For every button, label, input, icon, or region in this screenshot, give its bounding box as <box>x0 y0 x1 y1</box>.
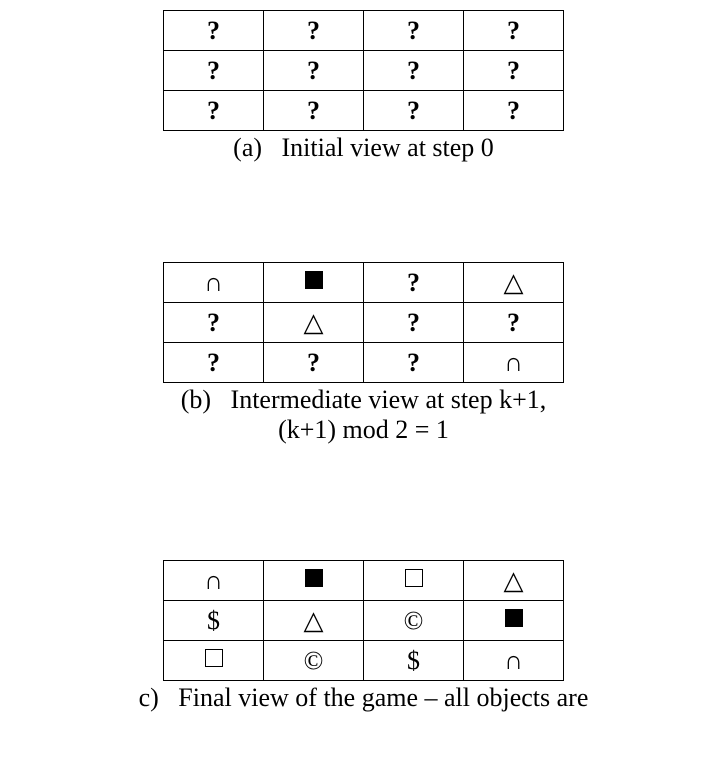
grid-cell: △ <box>464 263 564 303</box>
triangle-symbol: △ <box>304 608 324 634</box>
panel-a: ????????????(a) Initial view at step 0 <box>0 10 727 163</box>
grid-wrap-c: ∩△$△©©$∩ <box>0 560 727 681</box>
grid-cell: © <box>364 601 464 641</box>
question-symbol: ? <box>407 58 420 84</box>
grid-cell <box>364 561 464 601</box>
grid-table-a: ???????????? <box>163 10 564 131</box>
grid-cell: $ <box>364 641 464 681</box>
triangle-symbol: △ <box>304 310 324 336</box>
grid-cell: ? <box>164 303 264 343</box>
grid-cell: ? <box>264 11 364 51</box>
grid-wrap-b: ∩? △? △????? ∩ <box>0 262 727 383</box>
grid-cell: ? <box>364 263 464 303</box>
grid-cell: ? <box>464 91 564 131</box>
cap-symbol: ∩ <box>504 648 523 674</box>
grid-cell: ? <box>364 11 464 51</box>
table-row: ∩? △ <box>164 263 564 303</box>
square-filled-icon <box>505 609 523 627</box>
cap-symbol: ∩ <box>504 350 523 376</box>
copyright-symbol: © <box>404 608 424 634</box>
grid-cell: ? <box>164 343 264 383</box>
grid-cell: ? <box>264 91 364 131</box>
dollar-symbol: $ <box>207 608 220 634</box>
grid-cell: ∩ <box>164 561 264 601</box>
grid-cell: ∩ <box>164 263 264 303</box>
triangle-symbol: △ <box>504 270 524 296</box>
grid-cell: ? <box>164 91 264 131</box>
grid-cell: ? <box>464 11 564 51</box>
question-symbol: ? <box>307 350 320 376</box>
question-symbol: ? <box>407 350 420 376</box>
question-symbol: ? <box>507 98 520 124</box>
grid-cell: △ <box>464 561 564 601</box>
dollar-symbol: $ <box>407 648 420 674</box>
table-row: ???? <box>164 51 564 91</box>
grid-cell: ? <box>364 303 464 343</box>
table-row: © $ ∩ <box>164 641 564 681</box>
question-symbol: ? <box>407 18 420 44</box>
panel-caption-c: c) Final view of the game – all objects … <box>0 683 727 713</box>
table-row: ? △?? <box>164 303 564 343</box>
question-symbol: ? <box>307 98 320 124</box>
question-symbol: ? <box>207 310 220 336</box>
grid-cell: ? <box>364 343 464 383</box>
grid-cell: ? <box>164 51 264 91</box>
question-symbol: ? <box>207 350 220 376</box>
grid-cell <box>264 263 364 303</box>
panel-caption-a: (a) Initial view at step 0 <box>0 133 727 163</box>
cap-symbol: ∩ <box>204 270 223 296</box>
question-symbol: ? <box>407 310 420 336</box>
copyright-symbol: © <box>304 648 324 674</box>
grid-table-c: ∩△$△©©$∩ <box>163 560 564 681</box>
grid-cell: ? <box>464 303 564 343</box>
table-row: $ △ © <box>164 601 564 641</box>
question-symbol: ? <box>307 58 320 84</box>
square-filled-icon <box>305 569 323 587</box>
question-symbol: ? <box>407 98 420 124</box>
table-row: ???? <box>164 91 564 131</box>
panel-b: ∩? △? △????? ∩ (b) Intermediate view at step… <box>0 262 727 445</box>
grid-cell: ? <box>264 51 364 91</box>
grid-cell: ? <box>364 51 464 91</box>
square-filled-icon <box>305 271 323 289</box>
grid-cell: © <box>264 641 364 681</box>
question-symbol: ? <box>507 58 520 84</box>
triangle-symbol: △ <box>504 568 524 594</box>
cap-symbol: ∩ <box>204 568 223 594</box>
grid-cell: ? <box>264 343 364 383</box>
grid-cell: ∩ <box>464 641 564 681</box>
grid-cell <box>164 641 264 681</box>
grid-cell <box>264 561 364 601</box>
table-row: ???? <box>164 11 564 51</box>
question-symbol: ? <box>407 270 420 296</box>
question-symbol: ? <box>507 18 520 44</box>
grid-wrap-a: ???????????? <box>0 10 727 131</box>
grid-cell: ? <box>464 51 564 91</box>
question-symbol: ? <box>207 58 220 84</box>
grid-cell <box>464 601 564 641</box>
question-symbol: ? <box>507 310 520 336</box>
question-symbol: ? <box>207 18 220 44</box>
table-row: ∩△ <box>164 561 564 601</box>
question-symbol: ? <box>207 98 220 124</box>
grid-cell: △ <box>264 601 364 641</box>
panel-c: ∩△$△©©$∩c) Final view of the game – all … <box>0 560 727 713</box>
grid-cell: $ <box>164 601 264 641</box>
panel-caption-b: (b) Intermediate view at step k+1, (k+1)… <box>0 385 727 445</box>
square-outline-icon <box>205 649 223 667</box>
table-row: ??? ∩ <box>164 343 564 383</box>
square-outline-icon <box>405 569 423 587</box>
grid-cell: ∩ <box>464 343 564 383</box>
grid-table-b: ∩? △? △????? ∩ <box>163 262 564 383</box>
grid-cell: ? <box>364 91 464 131</box>
grid-cell: ? <box>164 11 264 51</box>
grid-cell: △ <box>264 303 364 343</box>
question-symbol: ? <box>307 18 320 44</box>
